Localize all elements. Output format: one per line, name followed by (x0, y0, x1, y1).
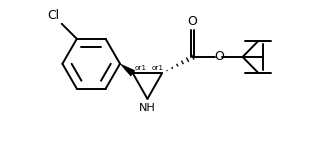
Text: or1: or1 (152, 65, 164, 71)
Text: Cl: Cl (47, 8, 59, 22)
Text: O: O (214, 50, 224, 63)
Text: O: O (188, 15, 198, 28)
Text: NH: NH (139, 103, 156, 113)
Polygon shape (120, 64, 135, 76)
Text: or1: or1 (134, 65, 146, 71)
